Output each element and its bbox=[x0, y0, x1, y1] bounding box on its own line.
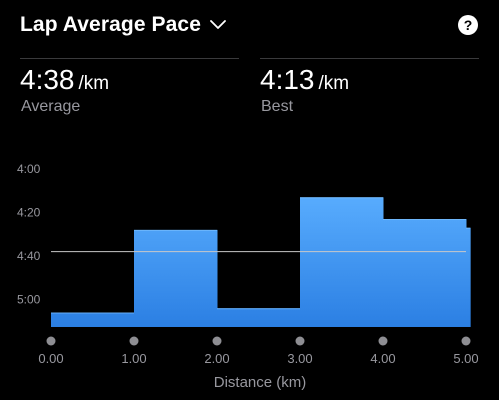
y-tick-label: 4:20 bbox=[17, 206, 41, 220]
divider-left bbox=[20, 58, 239, 59]
lap-bar-1 bbox=[51, 312, 135, 327]
x-tick-dot bbox=[461, 336, 471, 346]
best-pace-number: 4:13 bbox=[260, 64, 315, 95]
lap-bar-3 bbox=[217, 308, 301, 327]
average-pace-label: Average bbox=[21, 98, 81, 115]
page-title: Lap Average Pace bbox=[20, 13, 201, 36]
lap-bar-2 bbox=[134, 229, 218, 327]
x-tick-dot bbox=[46, 336, 56, 346]
x-axis-label: Distance (km) bbox=[213, 374, 307, 391]
help-icon[interactable]: ? bbox=[458, 15, 478, 35]
y-tick-label: 4:40 bbox=[17, 249, 41, 263]
lap-pace-chart: 4:00 4:20 4:40 5:00 0.00 1.00 2.00 3.00 4.00 5.00 bbox=[17, 162, 479, 366]
lap-bar-6 bbox=[466, 227, 471, 327]
x-tick-dot bbox=[129, 336, 139, 346]
chevron-down-icon bbox=[210, 20, 226, 29]
lap-bar-5 bbox=[383, 219, 467, 327]
metric-selector[interactable]: Lap Average Pace bbox=[20, 10, 226, 40]
y-tick-label: 5:00 bbox=[17, 293, 41, 307]
x-tick-label: 4.00 bbox=[370, 351, 395, 366]
best-pace-label: Best bbox=[261, 98, 294, 115]
x-tick-dot bbox=[295, 336, 305, 346]
best-pace-value: 4:13/km bbox=[260, 64, 349, 96]
average-pace-value: 4:38/km bbox=[20, 64, 109, 96]
average-pace-number: 4:38 bbox=[20, 64, 75, 95]
x-tick-dot bbox=[212, 336, 222, 346]
x-tick-dot bbox=[378, 336, 388, 346]
best-pace-unit: /km bbox=[318, 73, 350, 94]
divider-right bbox=[260, 58, 479, 59]
x-tick-label: 5.00 bbox=[453, 351, 478, 366]
x-tick-label: 2.00 bbox=[204, 351, 229, 366]
average-pace-unit: /km bbox=[78, 73, 110, 94]
x-tick-label: 1.00 bbox=[121, 351, 146, 366]
lap-bar-4 bbox=[300, 197, 384, 327]
x-tick-label: 0.00 bbox=[38, 351, 63, 366]
y-tick-label: 4:00 bbox=[17, 162, 41, 176]
x-tick-label: 3.00 bbox=[287, 351, 312, 366]
